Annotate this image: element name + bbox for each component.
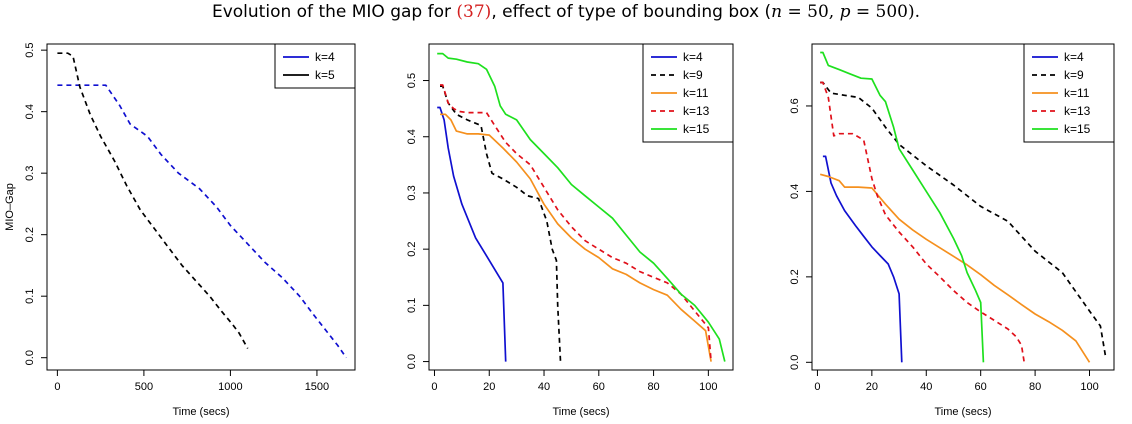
y-tick-label: 0.5 [24,43,36,58]
series-line-k4 [57,84,347,359]
x-tick-label: 100 [1080,381,1098,393]
legend-label: k=4 [1064,50,1084,64]
x-axis-label: Time (secs) [934,406,991,418]
series-line-k4 [437,106,507,362]
legend-label: k=11 [1064,86,1090,100]
chart-panel-right: 0 20 40 60 80 100 0.0 0.2 0.4 0.6 Time (secs) k=4 k=… [789,43,1115,418]
legend-label: k=11 [683,86,709,100]
legend-label: k=15 [683,122,710,136]
series-line-k9 [440,85,562,362]
y-tick-label: 0.2 [406,242,418,257]
x-tick-label: 40 [538,381,550,393]
symbol-n: n [771,2,783,22]
legend-label: k=5 [315,68,335,82]
y-tick-label: 0.6 [789,98,801,113]
x-tick-label: 1500 [305,381,329,393]
y-tick-label: 0.4 [789,184,801,199]
x-tick-label: 60 [593,381,605,393]
series-line-k15 [437,52,726,362]
legend-label: k=4 [683,50,703,64]
equation-reference: (37) [456,2,492,22]
series-line-k13 [820,81,1026,363]
legend-label: k=13 [683,104,710,118]
y-tick-label: 0.3 [406,185,418,200]
x-axis-label: Time (secs) [552,406,609,418]
y-tick-label: 0.0 [789,355,801,370]
series-line-k11 [440,113,712,362]
x-tick-label: 100 [699,381,717,393]
chart-panel-left: 0 500 1000 1500 0.0 0.1 0.2 0.3 0.4 0.5 Time (secs… [4,43,356,418]
series-line-k5 [57,52,249,349]
x-tick-label: 60 [975,381,987,393]
y-tick-label: 0.4 [24,104,36,119]
plot-frame [46,43,356,371]
plot-frame [811,43,1115,371]
y-tick-label: 0.1 [24,289,36,304]
x-tick-label: 80 [1029,381,1041,393]
series-line-k11 [819,173,1091,363]
chart-panel-middle: 0 20 40 60 80 100 0.0 0.1 0.2 0.3 0.4 0.5 Time (secs… [406,43,734,418]
x-tick-label: 20 [483,381,495,393]
y-tick-label: 0.2 [24,227,36,242]
x-tick-label: 80 [647,381,659,393]
legend-label: k=9 [1064,68,1084,82]
x-tick-label: 0 [814,381,820,393]
y-axis-label: MIO–Gap [4,183,16,231]
y-tick-label: 0.0 [406,354,418,369]
plot-frame [428,43,734,371]
figure-title: Evolution of the MIO gap for (37), effec… [211,2,921,22]
x-tick-label: 0 [431,381,437,393]
series-line-k13 [440,84,712,362]
legend-label: k=4 [315,50,335,64]
x-tick-label: 500 [135,381,153,393]
y-tick-label: 0.1 [406,298,418,313]
y-tick-label: 0.4 [406,129,418,144]
symbol-p: p [839,2,851,22]
x-tick-label: 20 [866,381,878,393]
y-tick-label: 0.5 [406,73,418,88]
x-tick-label: 40 [920,381,932,393]
x-tick-label: 0 [54,381,60,393]
y-tick-label: 0.0 [24,350,36,365]
y-tick-label: 0.2 [789,269,801,284]
legend-label: k=13 [1064,104,1091,118]
legend-box [274,43,356,89]
legend-label: k=15 [1064,122,1091,136]
x-axis-label: Time (secs) [172,406,229,418]
x-tick-label: 1000 [218,381,242,393]
series-line-k4 [822,155,903,363]
y-tick-label: 0.3 [24,166,36,181]
series-line-k15 [820,51,985,363]
legend-label: k=9 [683,68,703,82]
